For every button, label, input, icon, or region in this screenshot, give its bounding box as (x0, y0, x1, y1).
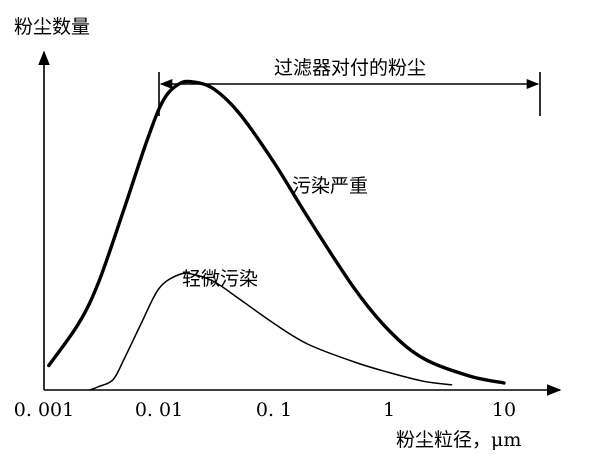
x-tick-label-3: 1 (383, 399, 395, 421)
x-tick-label-2: 0. 1 (256, 399, 292, 421)
series-label-light-pollution: 轻微污染 (182, 268, 258, 290)
series-line-severe-pollution (47, 79, 506, 385)
series-label-severe-pollution: 污染严重 (292, 175, 368, 197)
series-line-light-pollution (89, 272, 453, 391)
x-tick-label-0: 0. 001 (14, 399, 74, 421)
x-tick-label-1: 0. 01 (135, 399, 183, 421)
range-annotation-label: 过滤器对付的粉尘 (274, 57, 426, 79)
x-tick-label-4: 10 (492, 399, 516, 421)
y-axis-label: 粉尘数量 (14, 16, 90, 38)
x-axis-label: 粉尘粒径，μm (396, 429, 521, 451)
